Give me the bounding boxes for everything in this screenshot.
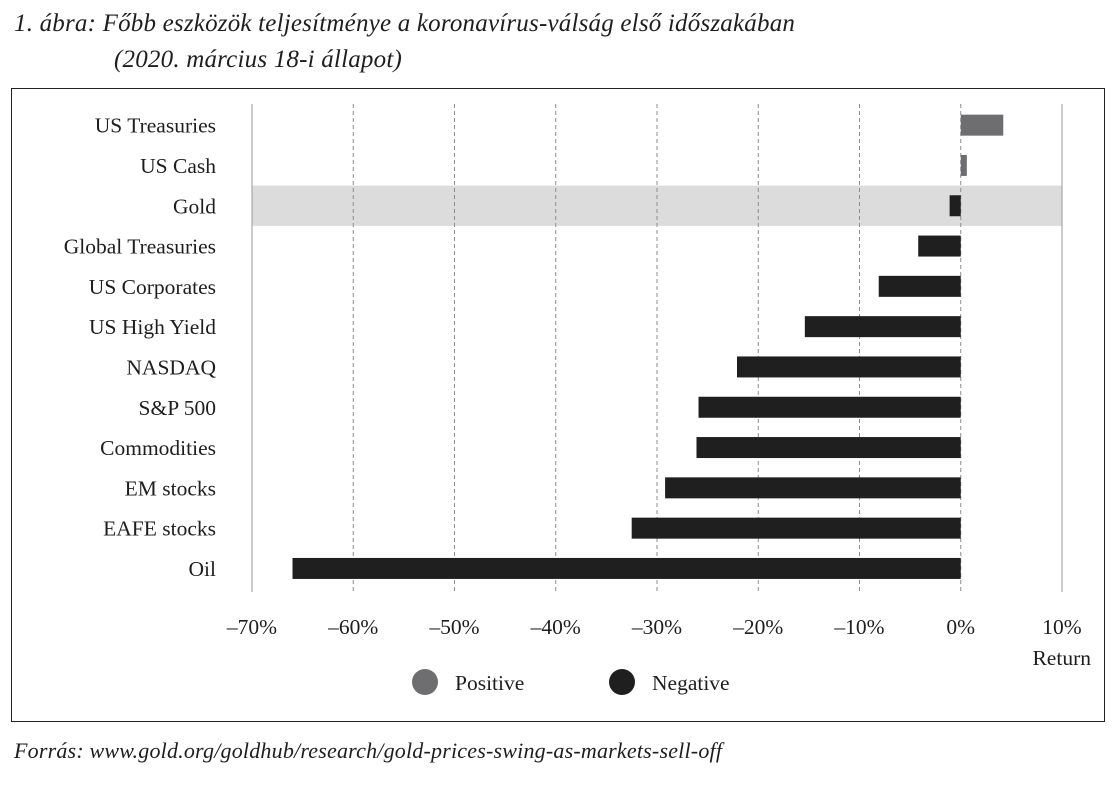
x-tick-label: 0% bbox=[946, 615, 975, 639]
chart-frame bbox=[11, 88, 1105, 722]
bar-us-treasuries bbox=[960, 114, 1004, 136]
category-label: EAFE stocks bbox=[103, 517, 216, 541]
category-label: S&P 500 bbox=[139, 396, 216, 420]
category-label: Global Treasuries bbox=[64, 235, 216, 259]
figure-title: 1. ábra: Főbb eszközök teljesítménye a k… bbox=[14, 6, 795, 78]
category-label: EM stocks bbox=[125, 476, 216, 500]
bar-commodities bbox=[696, 437, 961, 459]
x-tick-label: –10% bbox=[833, 615, 884, 639]
figure-title-line2: (2020. március 18-i állapot) bbox=[114, 46, 402, 73]
bar-us-cash bbox=[960, 154, 967, 176]
x-tick-label: –70% bbox=[226, 615, 277, 639]
bar-gold bbox=[949, 195, 961, 217]
x-axis-label: Return bbox=[1032, 646, 1091, 670]
x-tick-label: –40% bbox=[530, 615, 581, 639]
legend-marker-positive bbox=[412, 669, 438, 695]
x-tick-label: –60% bbox=[327, 615, 378, 639]
bar-us-high-yield bbox=[804, 316, 961, 338]
bar-oil bbox=[292, 557, 961, 579]
bar-nasdaq bbox=[736, 356, 961, 378]
figure-title-line1: 1. ábra: Főbb eszközök teljesítménye a k… bbox=[14, 10, 796, 37]
legend-marker-negative bbox=[609, 669, 635, 695]
category-label: US High Yield bbox=[89, 315, 216, 339]
bar-eafe-stocks bbox=[631, 517, 961, 539]
legend-label-negative: Negative bbox=[652, 671, 730, 695]
category-label: US Cash bbox=[140, 154, 216, 178]
category-label: Oil bbox=[189, 557, 217, 581]
x-tick-label: –20% bbox=[732, 615, 783, 639]
x-tick-label: –50% bbox=[428, 615, 479, 639]
category-label: US Corporates bbox=[89, 275, 216, 299]
source-note: Forrás: www.gold.org/goldhub/research/go… bbox=[14, 738, 723, 763]
x-tick-label: –30% bbox=[631, 615, 682, 639]
category-label: NASDAQ bbox=[126, 355, 216, 379]
x-tick-label: 10% bbox=[1042, 615, 1082, 639]
legend-label-positive: Positive bbox=[455, 671, 524, 695]
category-label: Commodities bbox=[100, 436, 216, 460]
bar-global-treasuries bbox=[918, 235, 961, 257]
bar-em-stocks bbox=[665, 477, 961, 499]
category-label: Gold bbox=[173, 194, 216, 218]
bar-us-corporates bbox=[878, 275, 961, 297]
bar-sandp-500 bbox=[698, 396, 961, 418]
category-label: US Treasuries bbox=[95, 114, 216, 138]
